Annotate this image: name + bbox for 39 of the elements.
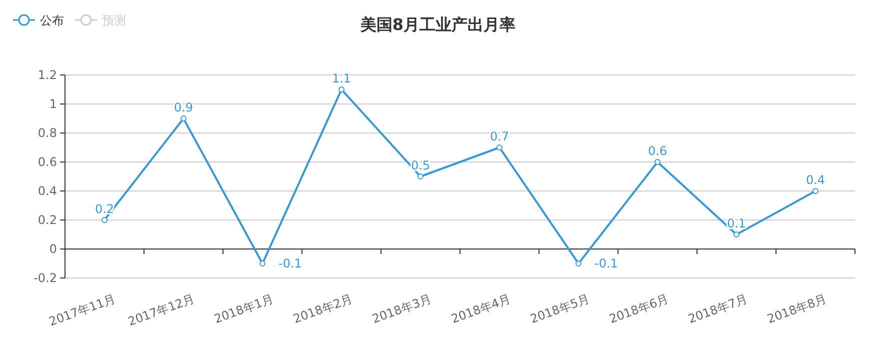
data-label: 0.9	[174, 100, 194, 114]
x-tick-label: 2018年3月	[370, 292, 434, 326]
y-tick-label: 0.6	[38, 155, 57, 169]
point	[418, 174, 424, 180]
x-tick-label: 2018年7月	[686, 292, 750, 326]
legend-label: 公布	[40, 14, 64, 28]
y-tick-label: 0	[49, 242, 57, 256]
y-tick-label: 0.2	[38, 213, 57, 227]
point	[812, 188, 818, 194]
data-label: -0.1	[594, 256, 618, 270]
data-label: 0.1	[726, 216, 746, 230]
x-tick-label: 2017年12月	[126, 292, 197, 329]
data-label: 0.2	[94, 202, 114, 216]
x-tick-label: 2018年5月	[528, 292, 592, 326]
y-tick-label: 1	[49, 97, 57, 111]
data-label: 1.1	[332, 72, 352, 86]
data-label: 0.6	[648, 144, 668, 158]
y-tick-label: 0.8	[38, 126, 57, 140]
chart-title: 美国8月工业产出月率	[359, 15, 516, 34]
y-tick-label: 0.4	[38, 184, 57, 198]
x-tick-label: 2018年2月	[291, 292, 355, 326]
x-tick-label: 2017年11月	[47, 292, 118, 329]
data-label: 0.7	[490, 130, 510, 144]
data-label: -0.1	[278, 256, 302, 270]
x-tick-label: 2018年6月	[607, 292, 671, 326]
data-label: 0.4	[806, 173, 826, 187]
point	[576, 260, 582, 266]
y-tick-label: -0.2	[34, 271, 57, 285]
point	[102, 217, 108, 223]
point	[734, 232, 740, 238]
x-tick-label: 2018年4月	[449, 292, 513, 326]
x-tick-label: 2018年1月	[212, 292, 276, 326]
point	[654, 159, 660, 165]
point	[260, 260, 266, 266]
x-tick-label: 2018年8月	[765, 292, 829, 326]
y-tick-label: 1.2	[38, 68, 57, 82]
point	[338, 86, 344, 92]
point	[496, 144, 502, 150]
point	[180, 116, 186, 122]
